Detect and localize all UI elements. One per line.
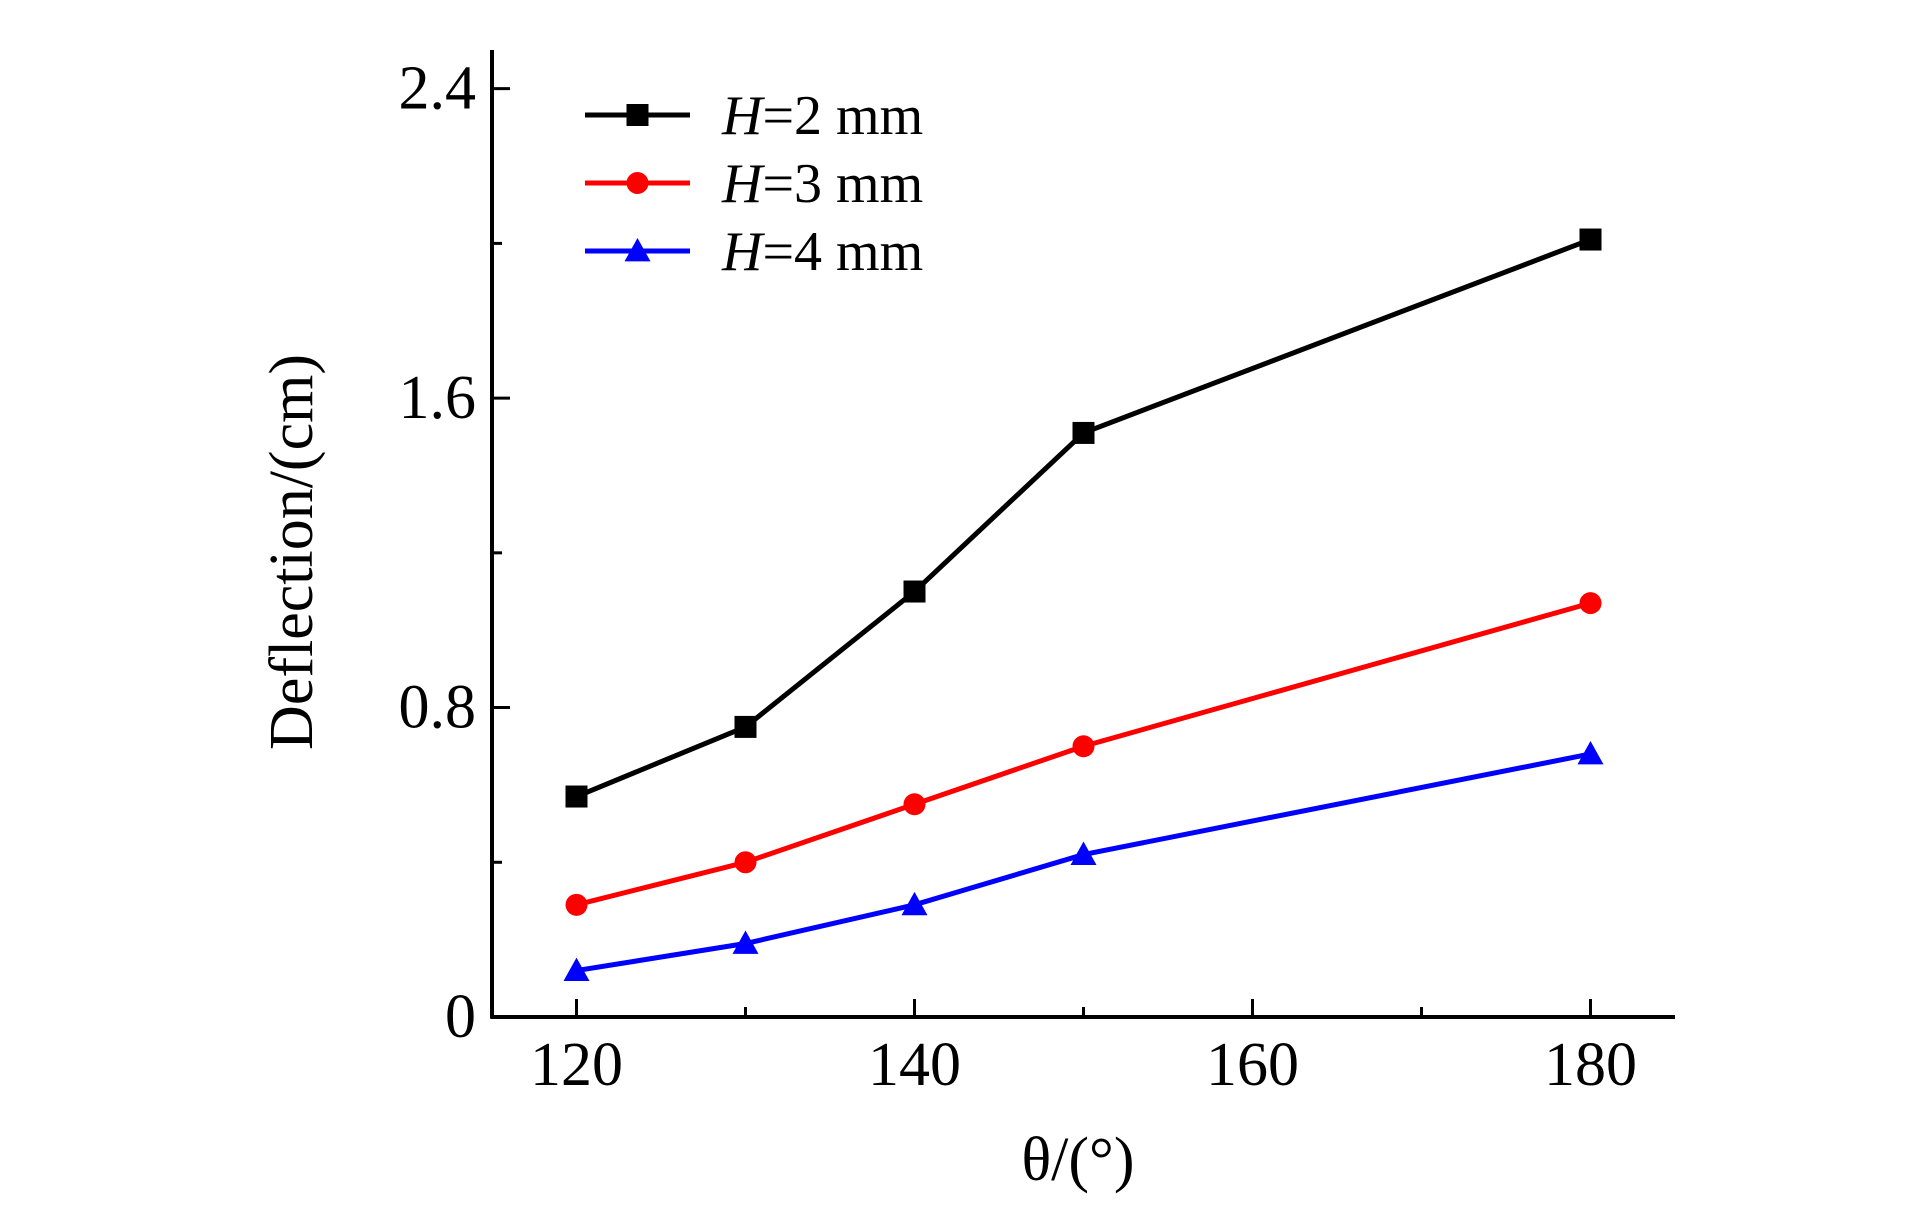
legend-item-2: H=3 mm — [585, 153, 923, 215]
data-point — [565, 893, 588, 916]
legend-label-value: =3 mm — [762, 153, 923, 215]
x-tick-label: 140 — [868, 1031, 961, 1099]
series-layer — [563, 228, 1604, 981]
legend: H=2 mmH=3 mmH=4 mm — [585, 85, 923, 283]
data-point — [901, 891, 928, 916]
legend-marker — [626, 172, 649, 194]
legend-label-variable: H — [721, 153, 765, 215]
data-point — [734, 851, 757, 874]
y-tick-label: 2.4 — [399, 55, 477, 123]
y-tick-label: 0.8 — [399, 674, 477, 742]
legend-label-value: =4 mm — [762, 221, 923, 283]
data-point — [1577, 740, 1604, 765]
data-point — [734, 715, 757, 738]
data-point — [565, 785, 588, 808]
data-point — [903, 793, 926, 816]
legend-label: H=2 mm — [721, 85, 923, 147]
ticks: 0 0.8 1.6 2.4 120 140 160 180 — [399, 55, 1638, 1099]
x-axis-title: θ/(°) — [1021, 1126, 1134, 1194]
legend-label-variable: H — [721, 221, 765, 283]
legend-label: H=4 mm — [721, 221, 923, 283]
data-point — [732, 930, 759, 954]
y-tick-label: 0 — [445, 983, 476, 1051]
legend-marker — [624, 238, 651, 262]
data-point — [1070, 841, 1097, 865]
legend-label: H=3 mm — [721, 153, 923, 215]
x-tick-label: 160 — [1206, 1031, 1299, 1099]
data-point — [1579, 592, 1602, 615]
data-point — [1579, 228, 1602, 251]
legend-label-variable: H — [721, 85, 765, 147]
x-tick-label: 180 — [1544, 1031, 1637, 1099]
x-tick-label: 120 — [530, 1031, 623, 1099]
data-point — [563, 957, 590, 981]
legend-label-value: =2 mm — [762, 85, 923, 147]
legend-item-1: H=2 mm — [585, 85, 923, 147]
legend-marker — [626, 104, 649, 126]
series-1 — [565, 228, 1602, 808]
series-3 — [563, 740, 1604, 981]
data-point — [903, 580, 926, 603]
y-axis-title: Deflection/(cm) — [258, 354, 326, 750]
y-tick-label: 1.6 — [399, 364, 477, 432]
series-line — [575, 237, 1592, 799]
legend-item-3: H=4 mm — [585, 221, 923, 283]
data-point — [1072, 421, 1095, 444]
series-2 — [565, 592, 1602, 916]
data-point — [1072, 735, 1095, 758]
axes — [490, 50, 1675, 1019]
